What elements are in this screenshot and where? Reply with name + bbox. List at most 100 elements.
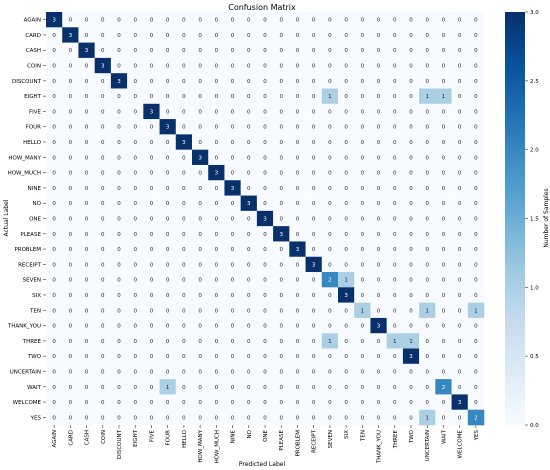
heatmap-cell [192, 302, 209, 319]
heatmap-cell [370, 210, 387, 227]
cell-value-label: 0 [247, 308, 251, 314]
cell-value-label: 0 [166, 94, 170, 100]
cell-value-label: 0 [101, 109, 105, 115]
heatmap-cell [62, 27, 79, 43]
cell-value-label: 0 [377, 109, 381, 115]
cell-value-label: 0 [182, 109, 186, 115]
cell-value-label: 0 [247, 48, 251, 54]
heatmap-cell [192, 317, 209, 334]
cell-value-label: 0 [166, 64, 170, 70]
heatmap-cell [127, 348, 144, 365]
cell-value-label: 0 [133, 201, 137, 207]
y-tick-label: THREE [22, 339, 42, 345]
heatmap-cell [467, 119, 485, 135]
cell-value-label: 0 [377, 33, 381, 39]
cell-value-label: 0 [458, 201, 462, 207]
cell-value-label: 0 [85, 125, 89, 131]
heatmap-cell [78, 210, 95, 227]
heatmap-cell [127, 333, 144, 349]
heatmap-cell [46, 272, 63, 288]
heatmap-cell [467, 333, 485, 349]
cell-value-label: 0 [328, 217, 332, 223]
cell-value-label: 0 [133, 140, 137, 146]
heatmap-cell [175, 333, 193, 349]
heatmap-cell [451, 134, 469, 150]
cell-value-label: 0 [377, 79, 381, 85]
heatmap-cell [62, 333, 79, 349]
cell-value-label: 0 [296, 48, 300, 54]
heatmap-cell [273, 287, 290, 303]
cell-value-label: 0 [166, 308, 170, 314]
cell-value-label: 0 [166, 18, 170, 24]
heatmap-cell [289, 73, 306, 89]
heatmap-cell [451, 333, 469, 349]
cell-value-label: 0 [425, 155, 429, 161]
cell-value-label: 0 [312, 354, 316, 360]
cell-value-label: 0 [117, 354, 121, 360]
cell-value-label: 0 [198, 385, 202, 391]
cell-value-label: 0 [328, 293, 332, 299]
heatmap-cell [305, 88, 323, 105]
heatmap-cell [143, 409, 160, 426]
x-tick-label: NO [247, 429, 253, 438]
heatmap-cell [354, 88, 371, 105]
heatmap-cell [240, 394, 258, 411]
y-tick-label: TEN [29, 308, 41, 314]
heatmap-cell [62, 12, 79, 28]
heatmap-cell [208, 394, 225, 411]
heatmap-cell [208, 210, 225, 227]
cell-value-label: 0 [133, 354, 137, 360]
heatmap-cell [208, 12, 225, 28]
cell-value-label: 0 [198, 262, 202, 268]
cell-value-label: 0 [166, 140, 170, 146]
heatmap-cell [192, 226, 209, 242]
cell-value-label: 0 [182, 385, 186, 391]
cell-value-label: 0 [328, 140, 332, 146]
cell-value-label: 0 [166, 247, 170, 253]
cell-value-label: 3 [101, 64, 105, 70]
x-tick-label: COIN [101, 430, 107, 444]
cell-value-label: 0 [263, 415, 267, 421]
heatmap-cell [273, 379, 290, 395]
cell-value-label: 0 [85, 354, 89, 360]
heatmap-cell [419, 42, 436, 59]
heatmap-cell [224, 119, 241, 135]
heatmap-cell [46, 42, 63, 59]
heatmap-cell [78, 226, 95, 242]
heatmap-cell [143, 12, 160, 28]
cell-value-label: 0 [133, 64, 137, 70]
heatmap-cell [46, 134, 63, 150]
cell-value-label: 0 [409, 308, 413, 314]
heatmap-cell [289, 226, 306, 242]
cell-value-label: 0 [215, 308, 219, 314]
heatmap-cell [402, 27, 420, 43]
heatmap-cell [273, 195, 290, 212]
cell-value-label: 0 [231, 415, 235, 421]
cell-value-label: 0 [85, 186, 89, 192]
cell-value-label: 0 [377, 155, 381, 161]
cell-value-label: 0 [182, 232, 186, 238]
cell-value-label: 0 [393, 247, 397, 253]
cell-value-label: 0 [409, 186, 413, 192]
heatmap-cell [94, 12, 112, 28]
heatmap-cell [78, 256, 95, 273]
heatmap-cell [240, 226, 258, 242]
cell-value-label: 3 [247, 201, 251, 207]
heatmap-cell [419, 363, 436, 380]
x-tick-label: PROBLEM [295, 430, 301, 457]
cell-value-label: 0 [85, 33, 89, 39]
cell-value-label: 0 [312, 94, 316, 100]
heatmap-cell [273, 27, 290, 43]
heatmap-cell [94, 363, 112, 380]
heatmap-cell [46, 409, 63, 426]
heatmap-cell [321, 287, 339, 303]
cell-value-label: 0 [182, 369, 186, 375]
cell-value-label: 0 [215, 247, 219, 253]
heatmap-cell [208, 256, 225, 273]
cell-value-label: 0 [328, 186, 332, 192]
cell-value-label: 0 [377, 186, 381, 192]
heatmap-cell [224, 210, 241, 227]
cell-value-label: 0 [344, 64, 348, 70]
heatmap-cell [386, 363, 404, 380]
heatmap-cell [402, 210, 420, 227]
